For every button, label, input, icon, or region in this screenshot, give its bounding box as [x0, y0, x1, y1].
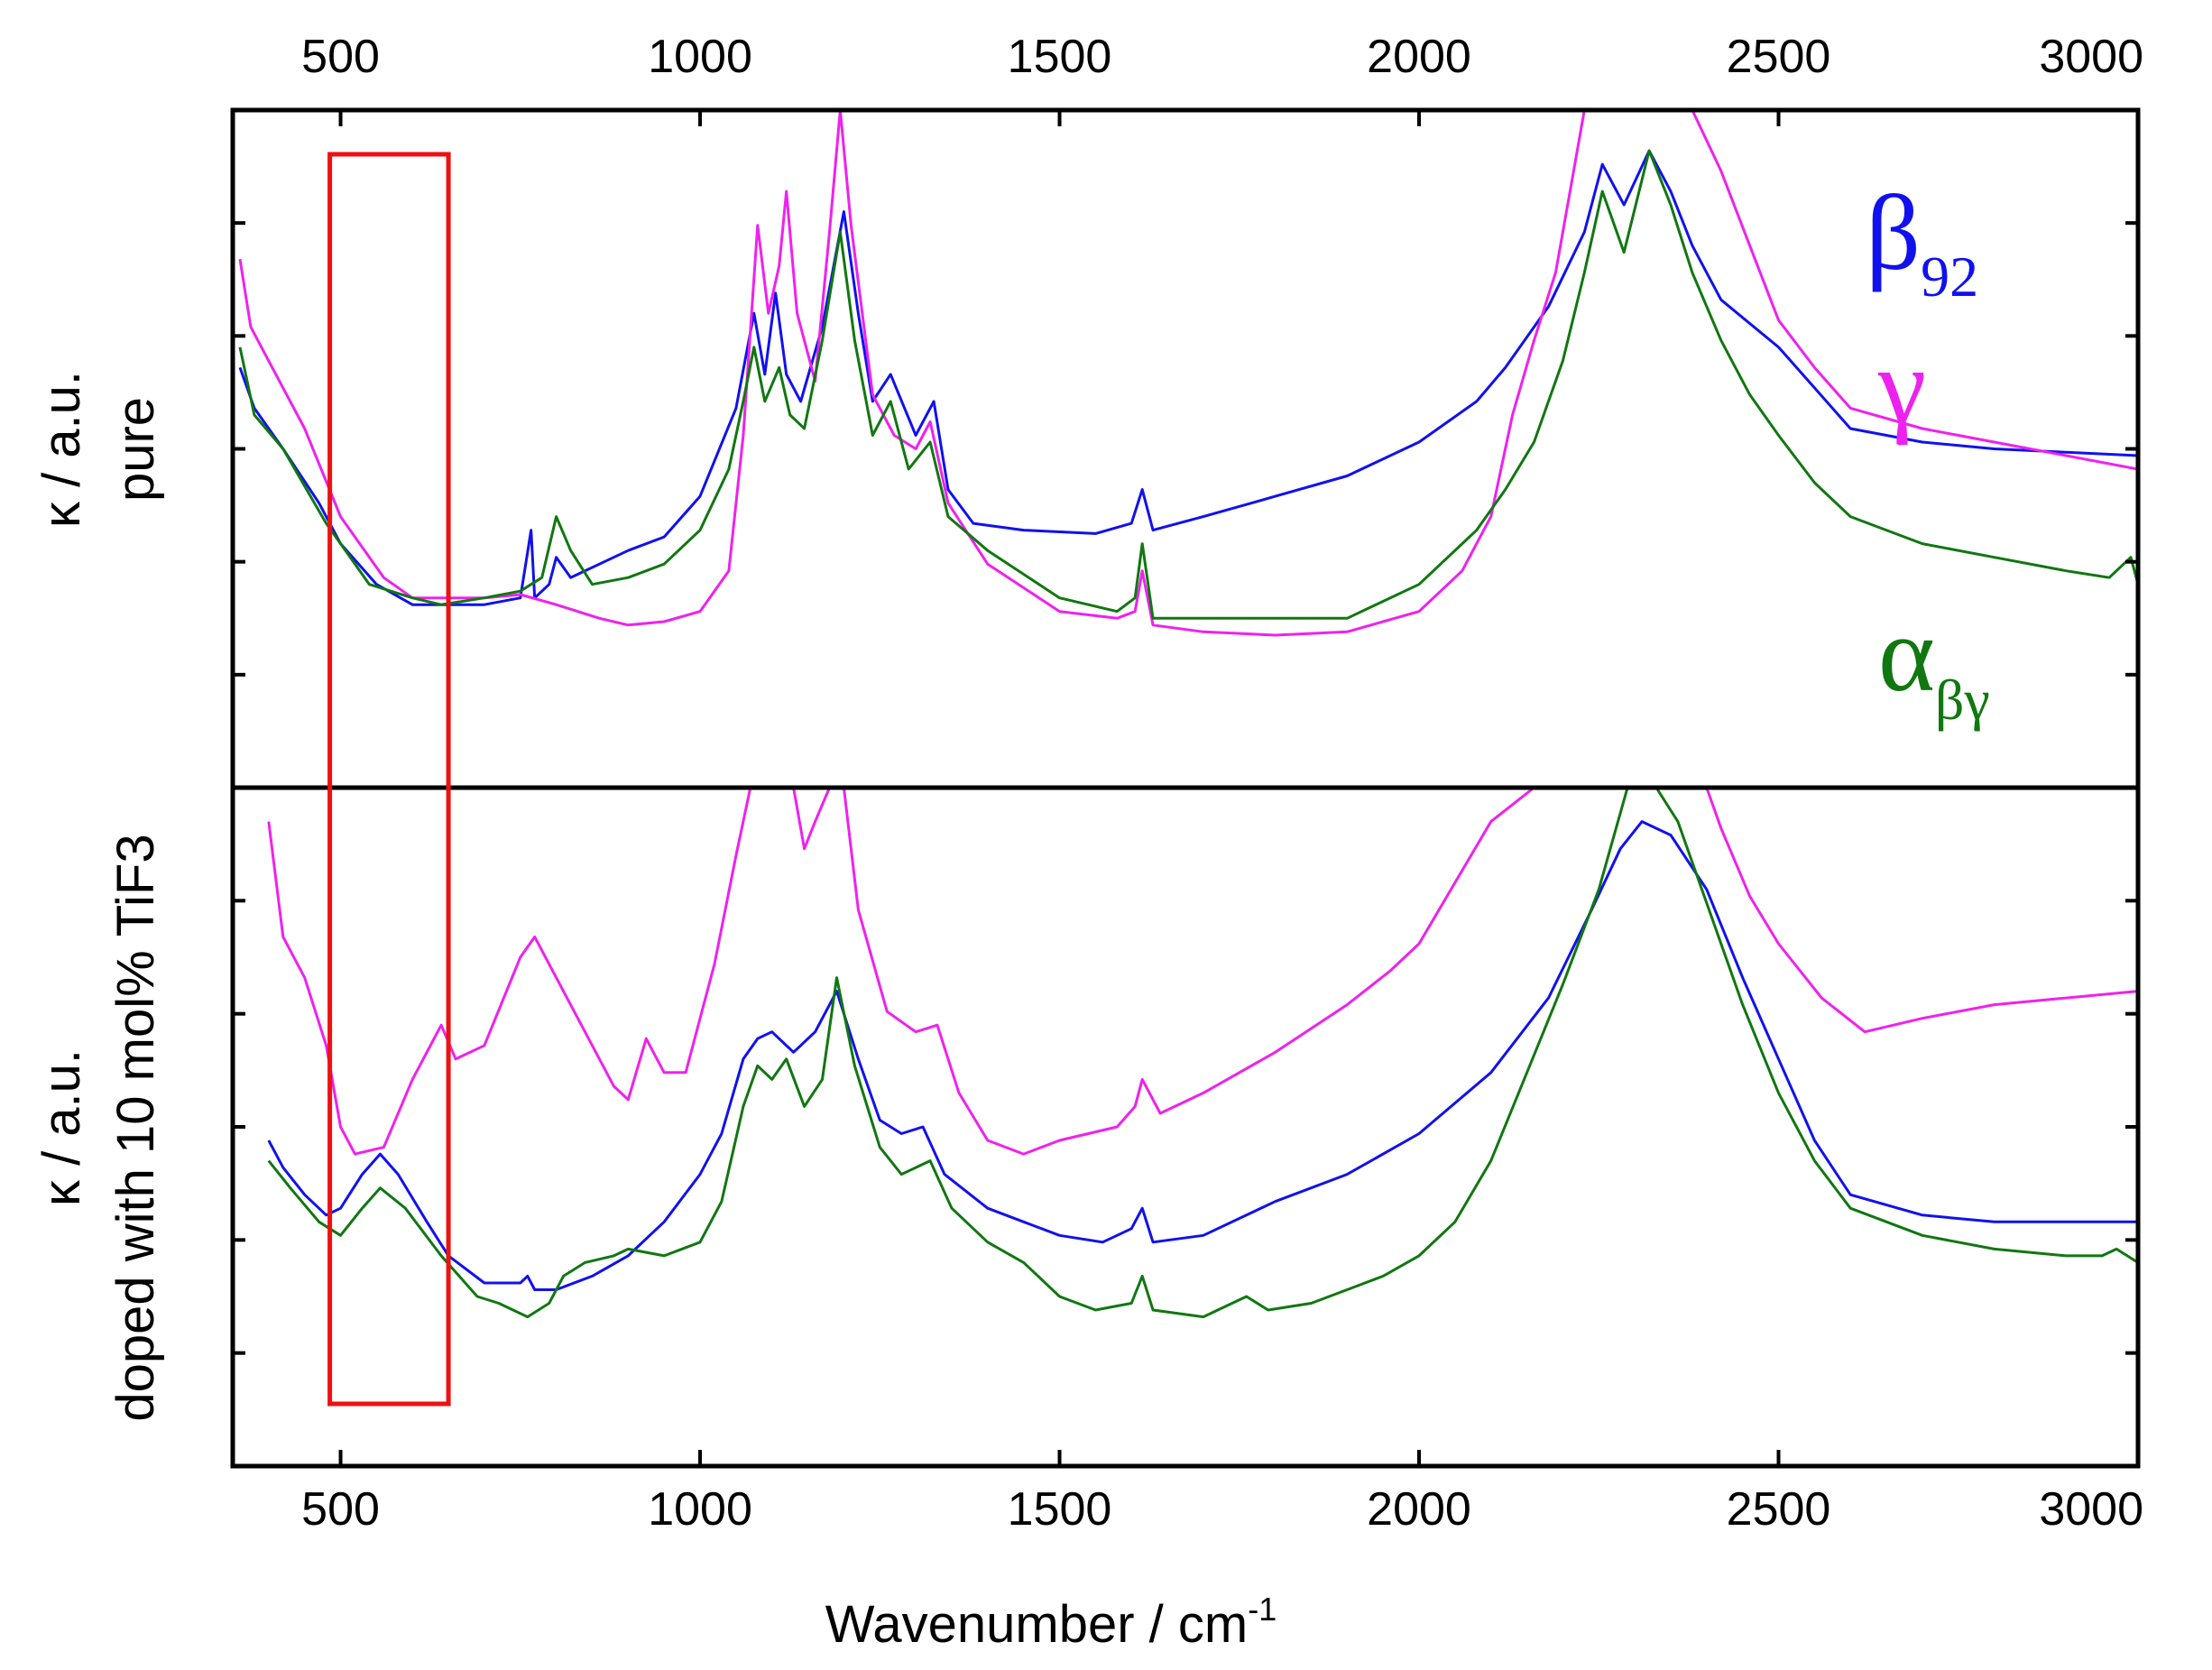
top-y-label-line1: κ / a.u.: [32, 371, 91, 528]
x-tick-label-top-3000: 3000: [2039, 31, 2143, 83]
top-y-label-line2: pure: [106, 397, 165, 502]
top-x-tick-labels: 500 1000 1500 2000 2500 3000: [301, 31, 2143, 83]
x-tick-label-bottom-2500: 2500: [1727, 1483, 1831, 1536]
legend-gamma: γ: [1877, 326, 1926, 446]
x-tick-label-top-1000: 1000: [648, 31, 752, 83]
bottom-panel-series: [267, 788, 2138, 1319]
top-panel-series: [238, 110, 2138, 637]
bottom-y-label-line1: κ / a.u.: [32, 1049, 91, 1206]
series-line-doped-0: [267, 820, 2138, 1291]
bottom-y-label-line2: doped with 10 mol% TiF3: [106, 834, 165, 1421]
x-tick-label-top-2500: 2500: [1727, 31, 1831, 83]
highlight-box: [327, 152, 451, 1407]
series-line-pure-2: [238, 149, 2138, 620]
x-tick-label-top-500: 500: [301, 31, 380, 83]
legend: β92 γ αβγ: [1866, 172, 1990, 732]
series-line-pure-1: [238, 110, 2138, 637]
legend-alpha-beta-gamma: αβγ: [1878, 594, 1990, 732]
x-tick-label-bottom-500: 500: [301, 1483, 380, 1536]
x-tick-label-bottom-1500: 1500: [1008, 1483, 1112, 1536]
series-line-doped-1: [267, 788, 2138, 1156]
series-line-doped-2: [267, 788, 2138, 1319]
x-tick-label-bottom-1000: 1000: [648, 1483, 752, 1536]
x-tick-label-top-2000: 2000: [1367, 31, 1471, 83]
x-tick-label-bottom-3000: 3000: [2039, 1483, 2143, 1536]
legend-beta92: β92: [1866, 172, 1978, 309]
x-axis-title: Wavenumber / cm-1: [825, 1591, 1277, 1654]
bottom-x-tick-labels: 500 1000 1500 2000 2500 3000: [301, 1483, 2143, 1536]
series-line-pure-0: [238, 149, 2138, 606]
x-tick-label-top-1500: 1500: [1008, 31, 1112, 83]
x-tick-label-bottom-2000: 2000: [1367, 1483, 1471, 1536]
